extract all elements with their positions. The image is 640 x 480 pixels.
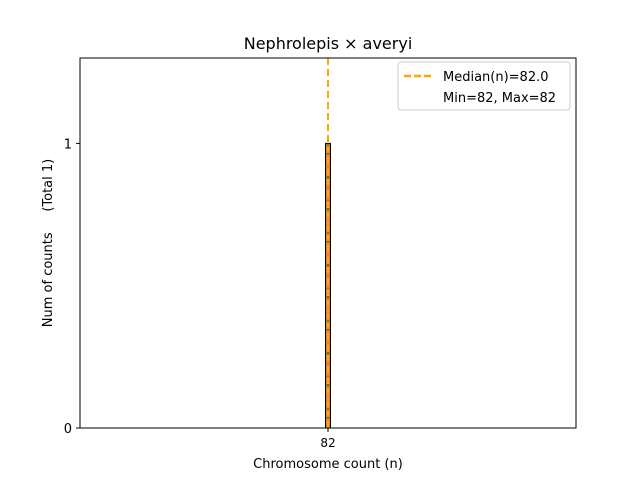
y-tick-label-1: 1 <box>64 137 72 152</box>
legend-box <box>397 61 571 111</box>
legend-median-label: Median(n)=82.0 <box>443 70 549 85</box>
y-tick-label-0: 0 <box>64 422 72 437</box>
x-axis-label: Chromosome count (n) <box>253 457 403 472</box>
chart-title: Nephrolepis × averyi <box>244 34 413 53</box>
plot-frame <box>79 57 577 429</box>
legend: Median(n)=82.0 Min=82, Max=82 <box>397 61 571 111</box>
y-axis-label: Num of counts (Total 1) <box>41 159 56 327</box>
x-tick-label-0: 82 <box>320 436 335 450</box>
legend-minmax-label: Min=82, Max=82 <box>443 91 556 106</box>
